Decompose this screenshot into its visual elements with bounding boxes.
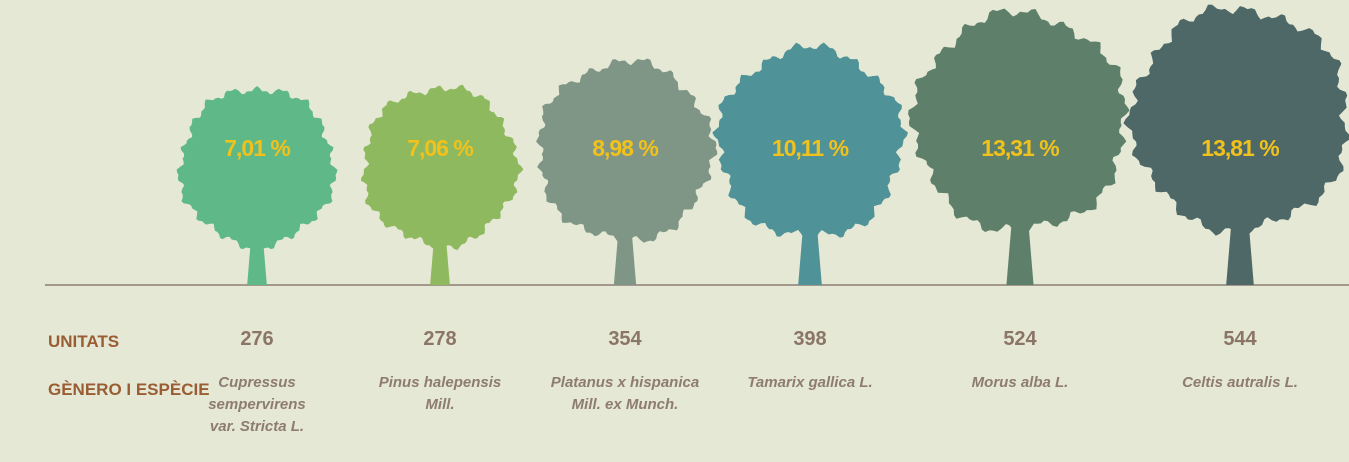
species-name: Platanus x hispanica Mill. ex Munch. — [538, 372, 713, 416]
species-name: Pinus halepensis Mill. — [365, 372, 515, 416]
percent-label: 7,01 % — [224, 135, 290, 161]
species-name: Tamarix gallica L. — [723, 372, 898, 394]
unit-count: 276 — [197, 328, 317, 351]
tree — [536, 59, 717, 286]
percent-label: 7,06 % — [407, 135, 473, 161]
percent-label: 13,31 % — [981, 135, 1059, 161]
tree — [177, 86, 338, 285]
species-name: Morus alba L. — [933, 372, 1108, 394]
unit-count: 524 — [960, 328, 1080, 351]
species-name: Cupressus sempervirens var. Stricta L. — [197, 372, 317, 438]
species-name: Celtis autralis L. — [1153, 372, 1328, 394]
percent-label: 10,11 % — [772, 135, 849, 161]
percent-label: 8,98 % — [592, 135, 658, 161]
percent-label: 13,81 % — [1201, 135, 1279, 161]
tree — [361, 85, 523, 285]
unit-count: 398 — [750, 328, 870, 351]
unit-count: 544 — [1180, 328, 1300, 351]
row-label: UNITATS — [48, 332, 119, 352]
unit-count: 354 — [565, 328, 685, 351]
infographic: 7,01 %7,06 %8,98 %10,11 %13,31 %13,81 % … — [0, 0, 1349, 462]
row-label: GÈNERO I ESPÈCIE — [48, 380, 210, 400]
unit-count: 278 — [380, 328, 500, 351]
tree — [712, 43, 908, 286]
